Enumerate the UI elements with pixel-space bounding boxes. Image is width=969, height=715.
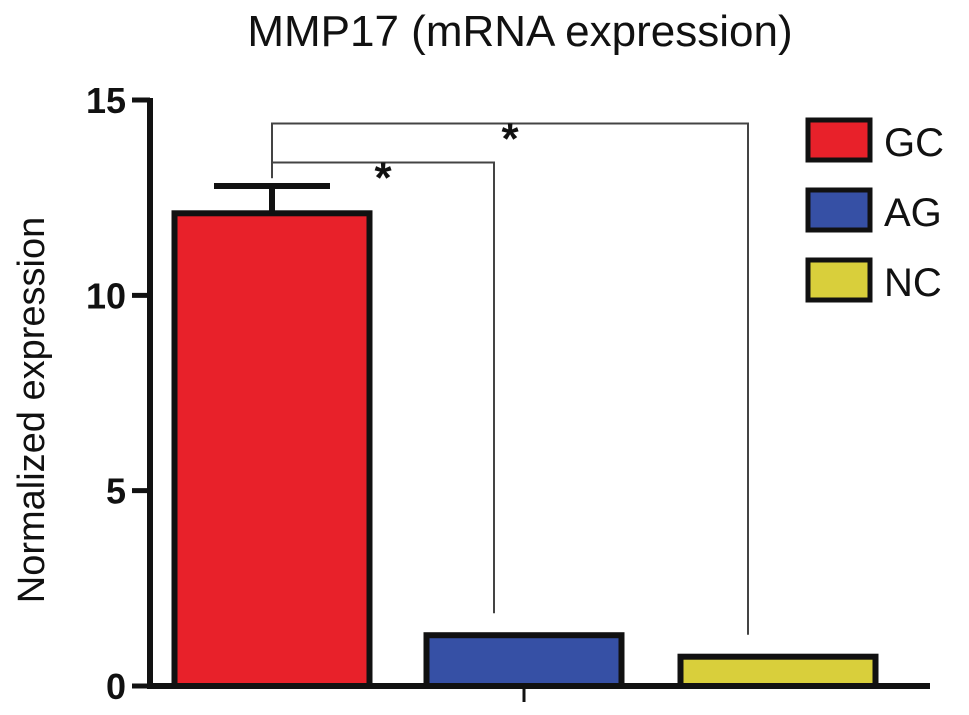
legend-label-gc: GC [884, 121, 944, 165]
significance-label: * [501, 114, 519, 163]
significance-bracket [271, 122, 749, 635]
y-axis-label: Normalized expression [11, 217, 53, 604]
bar-nc [677, 653, 879, 690]
y-tick-label: 15 [86, 80, 126, 121]
legend-swatch-gc [805, 117, 873, 163]
legend-label-ag: AG [884, 191, 942, 235]
chart-title: MMP17 (mRNA expression) [247, 7, 792, 56]
bars [171, 182, 879, 690]
legend-swatch-ag [805, 187, 873, 233]
y-tick-label: 10 [86, 275, 126, 316]
significance-brackets: ** [271, 114, 749, 635]
y-tick-label: 5 [106, 471, 126, 512]
y-tick-label: 0 [106, 666, 126, 707]
legend-swatch-nc [805, 257, 873, 303]
legend: GC AG NC [805, 117, 944, 305]
bar-gc [171, 210, 373, 689]
legend-label-nc: NC [884, 261, 942, 305]
bar-ag [423, 632, 625, 689]
significance-label: * [374, 154, 392, 203]
